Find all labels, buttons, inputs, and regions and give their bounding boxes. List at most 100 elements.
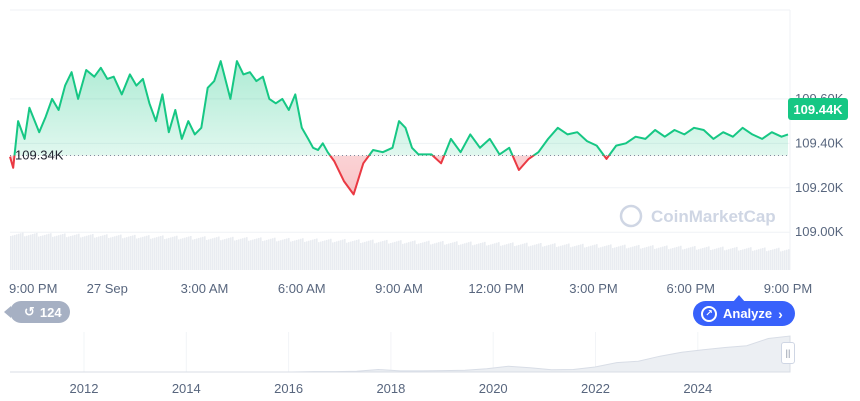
volume-bar	[382, 241, 384, 270]
volume-bar	[40, 236, 42, 270]
volume-bar	[224, 239, 226, 270]
volume-bar	[120, 234, 122, 270]
volume-bar	[168, 237, 170, 270]
volume-bar	[218, 236, 220, 270]
volume-bar	[212, 238, 214, 270]
volume-bar	[226, 238, 228, 270]
volume-bar	[664, 246, 666, 270]
volume-bar	[114, 236, 116, 270]
volume-bar	[620, 245, 622, 270]
volume-bar	[562, 245, 564, 270]
volume-bar	[118, 235, 120, 270]
volume-bar	[546, 245, 548, 270]
volume-bar	[738, 250, 740, 270]
volume-bar	[78, 233, 80, 270]
volume-bar	[730, 248, 732, 270]
volume-bar	[398, 240, 400, 270]
volume-bar	[656, 248, 658, 270]
volume-bar	[394, 241, 396, 270]
volume-bar	[716, 248, 718, 270]
volume-bar	[378, 242, 380, 270]
volume-bar	[550, 244, 552, 270]
history-brush[interactable]: 2012 2014 2016 2018 2020 2022 2024	[10, 332, 791, 396]
volume-bar	[362, 242, 364, 270]
volume-bar	[62, 234, 64, 270]
brush-year-label: 2020	[479, 381, 508, 396]
reference-price-label: 109.34K	[15, 148, 64, 163]
volume-bar	[728, 249, 730, 270]
volume-bar	[144, 236, 146, 270]
volume-bar	[36, 232, 38, 270]
price-line	[9, 60, 789, 196]
volume-bar	[572, 246, 574, 270]
volume-bar	[214, 237, 216, 270]
volume-bar	[764, 247, 766, 270]
y-tick-label: 109.00K	[795, 224, 844, 239]
volume-bar	[558, 246, 560, 270]
volume-bar	[512, 242, 514, 270]
volume-bar	[328, 239, 330, 270]
volume-bar	[18, 233, 20, 270]
volume-bar	[380, 241, 382, 270]
volume-bar	[428, 240, 430, 270]
volume-bar	[216, 237, 218, 270]
volume-bar	[314, 239, 316, 270]
volume-bar	[130, 236, 132, 270]
volume-bar	[188, 236, 190, 270]
volume-bar	[86, 235, 88, 270]
volume-bar	[56, 235, 58, 270]
volume-bar	[82, 236, 84, 270]
brush-year-label: 2024	[683, 381, 712, 396]
volume-bar	[750, 247, 752, 270]
volume-bar	[440, 241, 442, 270]
volume-bar	[262, 241, 264, 270]
volume-bar	[774, 248, 776, 270]
volume-bar	[70, 236, 72, 270]
volume-bar	[60, 234, 62, 270]
volume-bar	[390, 243, 392, 270]
volume-bar	[552, 243, 554, 270]
volume-bar	[48, 233, 50, 270]
volume-bar	[400, 240, 402, 270]
volume-bar	[228, 237, 230, 270]
volume-bar	[52, 236, 54, 270]
volume-bar	[676, 246, 678, 270]
volume-bar	[468, 242, 470, 270]
analyze-button[interactable]: ↗ Analyze ›	[693, 295, 795, 326]
volume-bar	[590, 245, 592, 270]
volume-bar	[176, 235, 178, 270]
volume-bar	[406, 242, 408, 270]
volume-bar	[256, 238, 258, 270]
chevron-right-icon: ›	[778, 305, 783, 322]
volume-bar	[686, 248, 688, 270]
volume-bar	[536, 244, 538, 270]
brush-handle[interactable]: ||	[781, 342, 795, 364]
volume-bar	[600, 247, 602, 270]
volume-bar	[184, 237, 186, 270]
volume-bar	[24, 236, 26, 270]
volume-bar	[480, 243, 482, 270]
volume-bar	[238, 239, 240, 270]
volume-bar	[522, 243, 524, 270]
volume-bar	[20, 233, 22, 270]
volume-bar	[534, 244, 536, 270]
volume-bar	[496, 242, 498, 270]
volume-bar	[404, 243, 406, 270]
history-badge[interactable]: ↺ 124	[4, 301, 70, 323]
volume-bar	[654, 248, 656, 270]
volume-bar	[768, 250, 770, 270]
volume-bar	[254, 239, 256, 270]
volume-bar	[230, 237, 232, 270]
volume-bar	[436, 242, 438, 270]
volume-bar	[754, 250, 756, 270]
volume-bar	[612, 248, 614, 270]
current-price-tag: 109.44K	[788, 98, 848, 120]
volume-bar	[44, 234, 46, 270]
volume-bar	[236, 239, 238, 270]
volume-bar	[278, 240, 280, 270]
volume-bar	[638, 244, 640, 270]
volume-bar	[736, 246, 738, 270]
volume-bar	[526, 242, 528, 270]
volume-bar	[308, 240, 310, 270]
